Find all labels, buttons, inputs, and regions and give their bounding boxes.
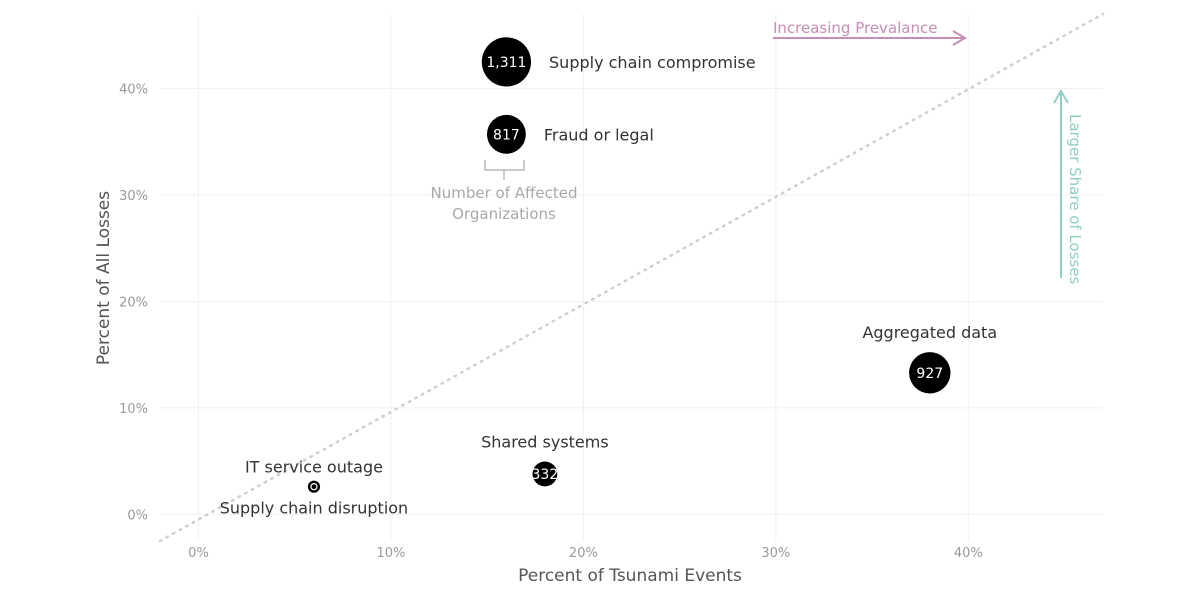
larger-share-of-losses-label: Larger Share of Losses [1066, 114, 1084, 285]
y-tick-labels: 0% 10% 20% 30% 40% [119, 83, 148, 524]
x-axis-title: Percent of Tsunami Events [518, 566, 742, 586]
bubble-aggregated-data [909, 352, 951, 394]
point-label-fraud-or-legal: Fraud or legal [544, 125, 654, 144]
y-tick-label: 0% [127, 508, 148, 523]
y-tick-label: 20% [119, 295, 148, 310]
x-tick-labels: 0% 10% 20% 30% 40% [188, 546, 983, 561]
y-tick-label: 40% [119, 83, 148, 98]
increasing-prevalence-label: Increasing Prevalance [773, 19, 937, 37]
grid [160, 14, 1103, 541]
size-legend-line2: Organizations [452, 205, 556, 223]
bubble-count-aggregated-data: 927 [916, 366, 943, 382]
bubble-count-supply-chain-compromise: 1,311 [486, 55, 526, 71]
reference-diagonal-line [158, 12, 1105, 543]
bubble-fraud-or-legal [486, 114, 526, 154]
x-tick-label: 0% [188, 546, 209, 561]
larger-share-of-losses-arrow: Larger Share of Losses [1053, 89, 1084, 285]
point-label-supply-chain-compromise: Supply chain compromise [549, 53, 756, 72]
x-tick-label: 20% [569, 546, 598, 561]
bubble-supply-chain-compromise [481, 37, 532, 87]
point-label-aggregated-data: Aggregated data [862, 323, 997, 342]
increasing-prevalence-arrow: Increasing Prevalance [773, 19, 967, 46]
data-points: 1,311 927 817 332 Supply chain compromise Fra… [220, 37, 997, 518]
bubble-count-shared-systems: 332 [532, 467, 559, 483]
x-tick-label: 40% [954, 546, 983, 561]
point-label-shared-systems: Shared systems [481, 433, 609, 452]
point-label-supply-chain-disruption: Supply chain disruption [220, 499, 408, 518]
bubble-count-fraud-or-legal: 817 [493, 127, 520, 143]
x-tick-label: 10% [376, 546, 405, 561]
y-tick-label: 30% [119, 189, 148, 204]
x-tick-label: 30% [761, 546, 790, 561]
y-tick-label: 10% [119, 402, 148, 417]
size-legend: Number of Affected Organizations [431, 160, 578, 223]
y-axis-title: Percent of All Losses [94, 191, 114, 365]
bubble-shared-systems [532, 461, 558, 487]
size-legend-line1: Number of Affected [431, 184, 578, 202]
bubble-supply-chain-disruption [310, 483, 318, 491]
point-label-it-service-outage: IT service outage [245, 458, 383, 477]
